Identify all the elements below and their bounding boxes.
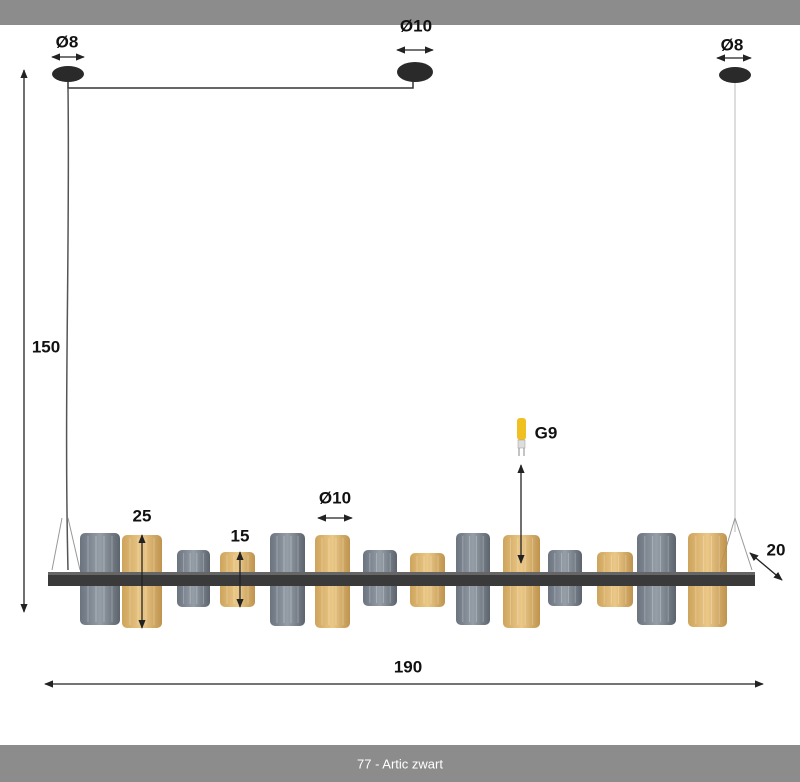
dimension-label: 20 (767, 540, 786, 559)
dimension-label: 190 (394, 657, 422, 676)
bulb-icon (517, 418, 526, 456)
dimension-label: Ø8 (56, 32, 79, 51)
canopies (52, 62, 751, 83)
top-bar (0, 0, 800, 25)
lamp-bar (48, 572, 755, 586)
dimension-label: 150 (32, 337, 60, 356)
wires (51, 80, 753, 571)
caption: 77 - Artic zwart (357, 756, 443, 771)
dimension-label: 15 (231, 526, 250, 545)
footer-bar (0, 745, 800, 782)
dimension-label: Ø10 (319, 488, 351, 507)
lamp-body (48, 533, 755, 628)
dimension-label: 25 (133, 506, 152, 525)
dimension-arrows (20, 46, 783, 688)
dimension-label: Ø10 (400, 16, 432, 35)
lamp-bar-top (48, 572, 755, 575)
dimension-label: G9 (535, 423, 558, 442)
dimension-label: Ø8 (721, 35, 744, 54)
